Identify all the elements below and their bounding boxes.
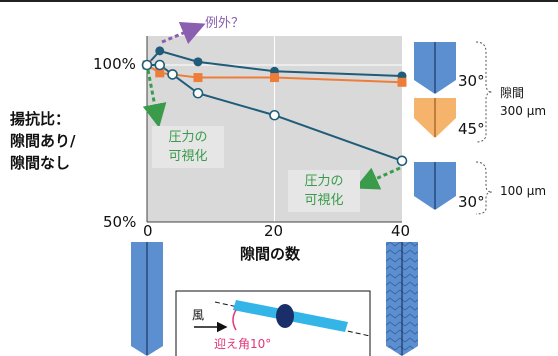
y-tick-50: 50% [103, 213, 137, 231]
visualization-arrow-2 [354, 166, 401, 190]
angle-of-attack-label: 迎え角10° [214, 337, 272, 351]
x-axis-label: 隙間の数 [240, 245, 301, 263]
x-tick-40: 40 [391, 222, 411, 240]
y-axis-label: 揚抗比： 隙間あり/ 隙間なし [10, 108, 75, 174]
gap-label-100um: 100 µm [500, 184, 547, 198]
angle-label-1: 30° [458, 72, 485, 90]
top-border [0, 0, 558, 2]
series-2-point-2 [155, 68, 165, 78]
y-axis-label-line-1: 揚抗比： [10, 110, 71, 128]
wing-icon-30-300um [414, 42, 456, 94]
bracket-100um [475, 161, 493, 215]
series-layer [141, 46, 408, 167]
visualization-arrow-1 [142, 69, 167, 128]
exception-annotation: 例外？ [205, 16, 245, 31]
series-3-point-4 [192, 87, 204, 99]
angle-label-3: 30° [458, 193, 485, 211]
gap-label-300um: 隙間 300 µm [500, 84, 546, 120]
series-2-point-5 [397, 77, 407, 87]
visualization-annotation-1: 圧力の 可視化 [152, 128, 224, 166]
visualization-box-2 [288, 170, 360, 212]
visualization-box-1 [152, 126, 224, 168]
y-axis-label-line-3: 隙間なし [10, 154, 71, 172]
visualization-annotation-2: 圧力の 可視化 [288, 172, 360, 210]
y-axis-label-line-2: 隙間あり/ [10, 132, 76, 150]
series-3-point-1 [141, 59, 153, 71]
x-tick-20: 20 [264, 222, 284, 240]
wing-icon-45-300um [414, 98, 456, 138]
series-3-point-2 [154, 59, 166, 71]
series-2-point-4 [270, 73, 279, 83]
series-3-point-6 [396, 155, 408, 167]
wind-label: 風 [192, 308, 205, 322]
angle-of-attack-inset [175, 290, 371, 356]
series-3-point-3 [167, 69, 178, 80]
series-2-point-3 [193, 73, 203, 83]
wing-bar-40-gaps [386, 242, 418, 356]
gap-label-300um-line-1: 隙間 [500, 86, 525, 100]
series-3-point-5 [269, 109, 280, 121]
series-1-point-2 [155, 46, 165, 56]
visualization-annotation-1-line-2: 可視化 [168, 149, 208, 164]
visualization-annotation-2-line-2: 可視化 [304, 193, 344, 208]
visualization-annotation-2-line-1: 圧力の [304, 174, 344, 189]
angle-label-2: 45° [458, 120, 485, 138]
x-tick-0: 0 [143, 222, 153, 240]
wing-bar-0-gaps [131, 242, 163, 356]
wing-icon-30-100um [414, 162, 456, 210]
series-1-point-3 [193, 57, 203, 67]
y-tick-100: 100% [93, 55, 136, 73]
gap-label-300um-line-2: 300 µm [500, 104, 547, 118]
visualization-annotation-1-line-1: 圧力の [168, 130, 208, 145]
